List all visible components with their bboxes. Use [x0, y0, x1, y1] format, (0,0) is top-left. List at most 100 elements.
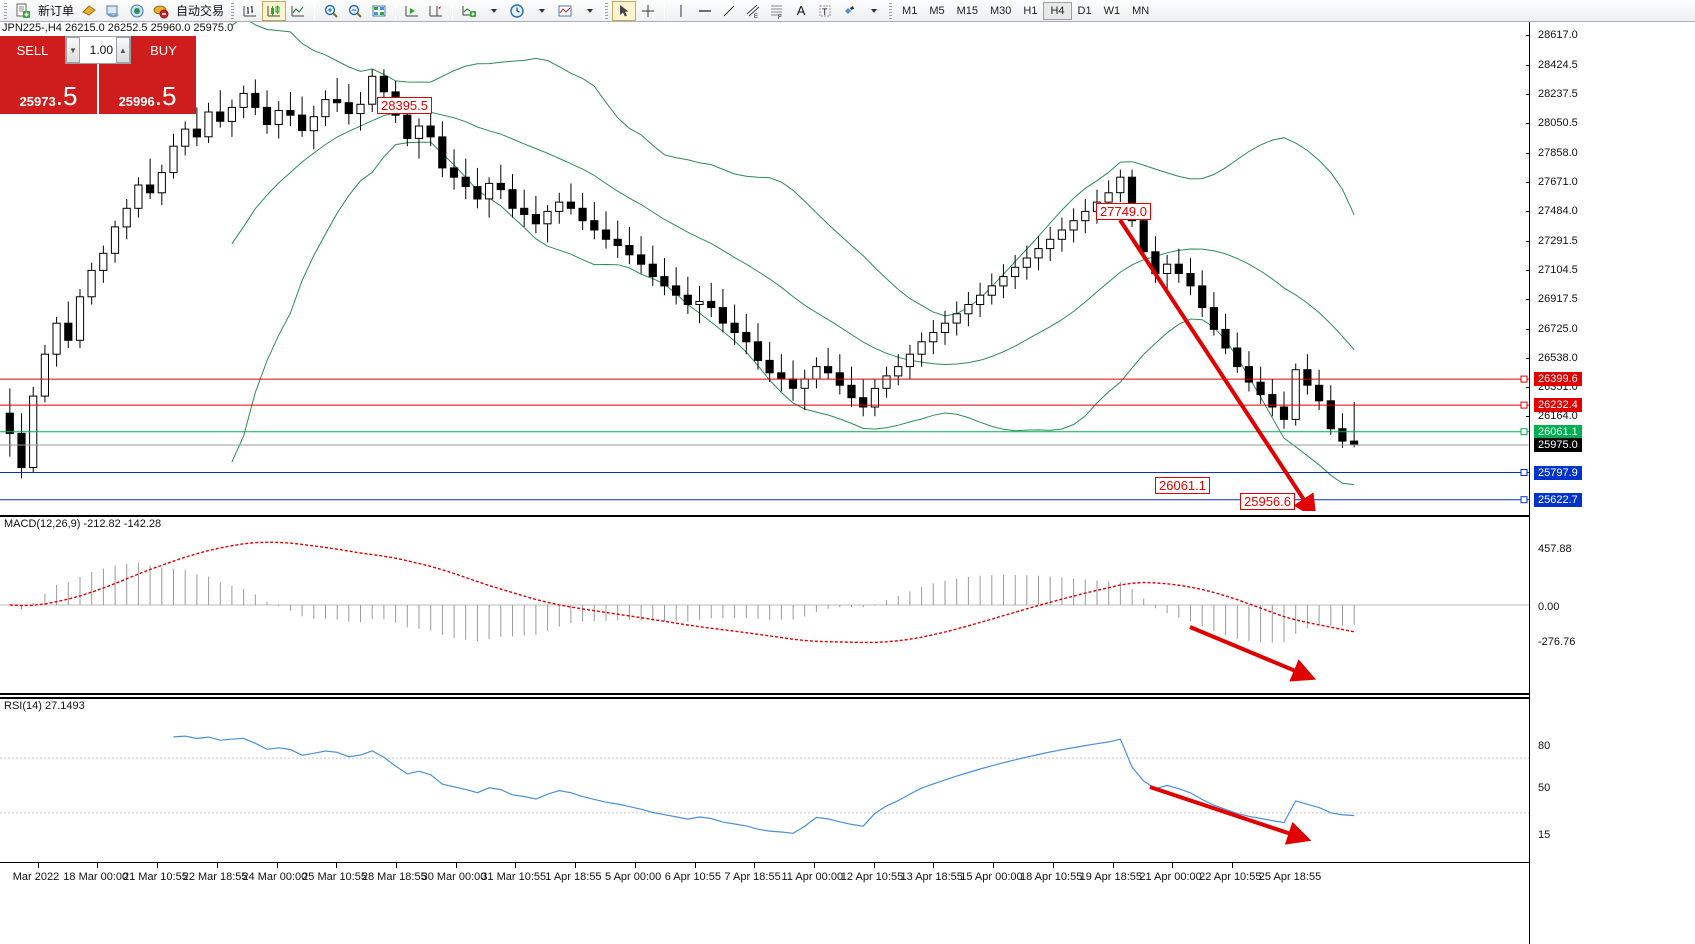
price-level-badge[interactable]: 25797.9 [1534, 465, 1582, 480]
time-tick [336, 863, 338, 868]
time-tick [1172, 863, 1174, 868]
time-tick-label: 25 Mar 10:55 [302, 871, 367, 883]
price-annotation[interactable]: 27749.0 [1096, 203, 1151, 220]
equidistant-channel-icon[interactable]: E [741, 1, 765, 21]
toolbar-grip-2[interactable] [231, 2, 235, 19]
toolbar-grip-4[interactable] [889, 2, 893, 19]
trendline-icon[interactable] [717, 1, 741, 21]
volume-stepper[interactable]: ▼ 1.00 ▲ [65, 36, 131, 64]
zoom-out-icon[interactable] [343, 1, 367, 21]
rsi-label: RSI(14) 27.1493 [2, 700, 87, 712]
timeframe-m1[interactable]: M1 [902, 4, 918, 17]
toolbar-grip-3[interactable] [605, 2, 609, 19]
macd-pane[interactable]: MACD(12,26,9) -212.82 -142.28 [0, 515, 1529, 695]
shapes-icon[interactable] [837, 1, 861, 21]
fibonacci-icon[interactable]: F [765, 1, 789, 21]
time-tick [157, 863, 159, 868]
price-level-badge[interactable]: 26399.6 [1534, 372, 1582, 387]
toolbar-sep-1 [314, 2, 316, 19]
sell-button[interactable]: SELL [0, 36, 65, 64]
price-tick [1526, 93, 1530, 95]
time-tick-label: 1 Apr 18:55 [545, 871, 602, 883]
rsi-pane[interactable]: RSI(14) 27.1493 [0, 697, 1529, 862]
autotrading-icon[interactable] [149, 1, 173, 21]
timeframe-h1[interactable]: H1 [1023, 4, 1038, 17]
text-icon[interactable]: A [796, 3, 806, 18]
shapes-dropdown-icon[interactable] [861, 1, 885, 21]
price-tick-label: 27104.5 [1538, 263, 1578, 276]
time-tick [216, 863, 218, 868]
price-level-badge[interactable]: 26061.1 [1534, 424, 1582, 439]
time-tick-label: Mar 2022 [12, 871, 60, 883]
timeframe-w1[interactable]: W1 [1103, 4, 1121, 17]
timeframe-m15[interactable]: M15 [956, 4, 978, 17]
templates-icon[interactable] [553, 1, 577, 21]
chart-shift-icon[interactable] [424, 1, 448, 21]
timeframe-m5[interactable]: M5 [929, 4, 945, 17]
autotrading-label[interactable]: 自动交易 [176, 4, 225, 18]
price-tick [1526, 210, 1530, 212]
volume-down-icon[interactable]: ▼ [66, 37, 80, 63]
volume-up-icon[interactable]: ▲ [116, 37, 130, 63]
price-tick-label: 26164.0 [1538, 409, 1578, 422]
auto-scroll-icon[interactable] [400, 1, 424, 21]
price-tick [1526, 181, 1530, 183]
candlestick-icon[interactable] [262, 0, 287, 21]
timeframe-h4[interactable]: H4 [1043, 1, 1072, 20]
buy-button[interactable]: BUY [131, 36, 196, 64]
cursor-icon[interactable] [612, 0, 637, 21]
sell-price[interactable]: 25973 .5 [0, 64, 97, 114]
timeframe-d1[interactable]: D1 [1077, 4, 1092, 17]
one-click-trading-panel[interactable]: SELL ▼ 1.00 ▲ BUY 25973 .5 25996 .5 [0, 36, 196, 114]
time-tick-label: 21 Apr 00:00 [1139, 871, 1202, 883]
buy-price[interactable]: 25996 .5 [99, 64, 196, 114]
text-label-icon[interactable]: T [813, 1, 837, 21]
expert-advisor-icon[interactable] [77, 1, 101, 21]
price-tick [1526, 269, 1530, 271]
time-tick-label: 6 Apr 10:55 [664, 871, 721, 883]
templates-dropdown-icon[interactable] [577, 1, 601, 21]
new-order-label[interactable]: 新订单 [38, 4, 75, 18]
price-tick-label: 28617.0 [1538, 28, 1578, 41]
signals-icon[interactable] [125, 1, 149, 21]
new-order-icon[interactable] [11, 1, 35, 21]
time-tick [1112, 863, 1114, 868]
time-axis[interactable]: Mar 2022 18 Mar 00:00 21 Mar 10:55 22 Mar 1… [0, 862, 1529, 896]
time-tick-label: 21 Mar 10:55 [123, 871, 188, 883]
terminal-icon[interactable] [101, 1, 125, 21]
svg-text:T: T [822, 7, 828, 17]
timeframe-m30[interactable]: M30 [990, 4, 1012, 17]
price-level-badge[interactable]: 25622.7 [1534, 492, 1582, 507]
period-dropdown-icon[interactable] [529, 1, 553, 21]
time-tick-label: 25 Apr 18:55 [1258, 871, 1322, 883]
rsi-tick-label: 50 [1538, 781, 1551, 794]
vertical-line-icon[interactable] [669, 1, 693, 21]
buy-price-frac: .5 [154, 81, 177, 111]
price-annotation[interactable]: 25956.6 [1240, 493, 1295, 510]
toolbar-grip[interactable] [4, 2, 7, 19]
line-chart-icon[interactable] [286, 1, 310, 21]
time-tick-label: 15 Apr 00:00 [960, 871, 1023, 883]
price-pane[interactable] [0, 22, 1529, 511]
chart-container[interactable]: JPN225-,H4 26215.0 26252.5 25960.0 25975… [0, 22, 1695, 944]
time-tick [396, 863, 397, 868]
zoom-in-icon[interactable] [319, 1, 343, 21]
indicators-icon[interactable] [457, 1, 481, 21]
timeframe-mn[interactable]: MN [1132, 4, 1150, 17]
volume-value[interactable]: 1.00 [80, 37, 116, 63]
symbol-info-bar: JPN225-,H4 26215.0 26252.5 25960.0 25975… [2, 22, 234, 34]
period-icon[interactable] [505, 1, 529, 21]
horizontal-line-icon[interactable] [693, 1, 717, 21]
price-axis[interactable]: 28617.0 28424.5 28237.5 28050.5 27858.0 27671… [1526, 22, 1695, 944]
price-tick [1526, 415, 1530, 417]
bar-chart-icon[interactable] [238, 1, 262, 21]
toolbar-sep-4 [664, 2, 666, 19]
price-annotation[interactable]: 26061.1 [1155, 477, 1210, 494]
indicators-dropdown-icon[interactable] [481, 1, 505, 21]
price-level-badge[interactable]: 25975.0 [1534, 438, 1582, 453]
price-annotation[interactable]: 28395.5 [377, 97, 432, 114]
crosshair-icon[interactable] [636, 1, 660, 21]
price-chart-svg [0, 22, 1529, 511]
price-level-badge[interactable]: 26232.4 [1534, 398, 1582, 413]
data-window-icon[interactable] [367, 1, 391, 21]
